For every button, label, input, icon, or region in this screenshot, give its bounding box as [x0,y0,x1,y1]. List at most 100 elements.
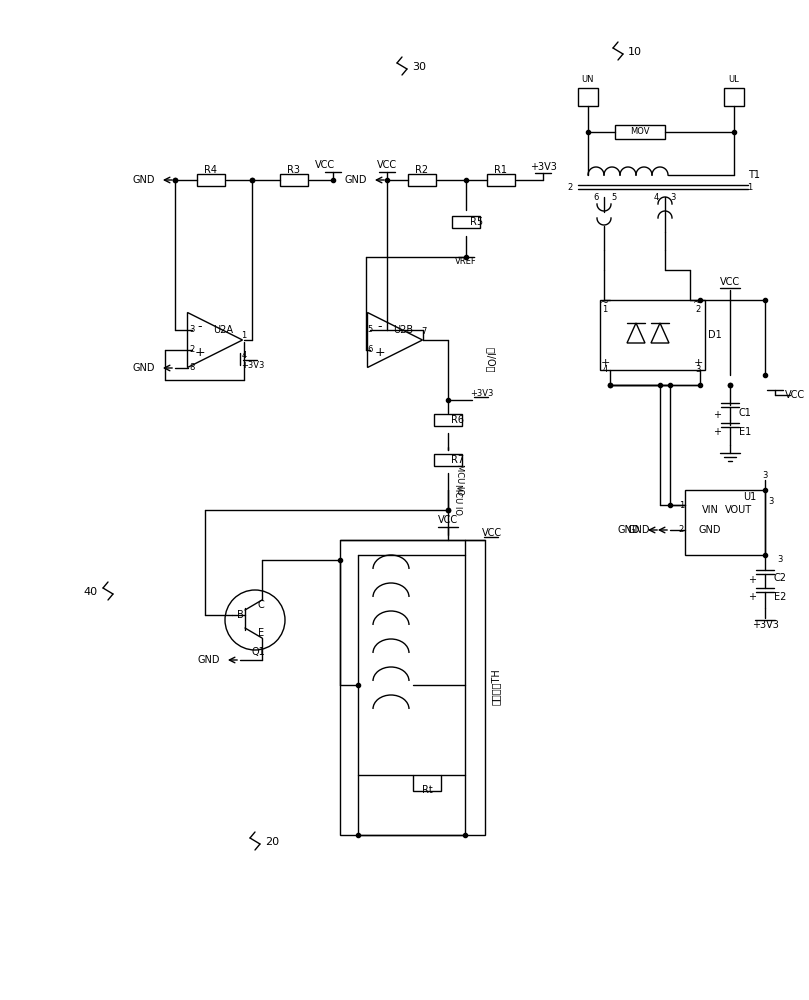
Text: VREF: VREF [455,257,477,266]
Text: R2: R2 [416,165,429,175]
Bar [434,414,462,426]
Bar [413,775,441,791]
Text: R6: R6 [451,415,464,425]
Bar [578,88,598,106]
Text: VCC: VCC [482,528,502,538]
Text: +3V3: +3V3 [530,162,557,172]
Text: MCU IO: MCU IO [454,485,463,516]
Text: +: + [713,427,721,437]
Text: VCC: VCC [438,515,458,525]
Text: 4: 4 [654,192,659,202]
Text: E1: E1 [739,427,751,437]
Text: E: E [258,628,264,638]
Text: C: C [257,600,265,610]
Text: 3: 3 [769,497,773,506]
Text: +: + [194,347,205,360]
Bar [340,540,485,835]
Text: 20: 20 [265,837,279,847]
Text: 1: 1 [241,330,247,340]
Text: 4: 4 [603,365,608,374]
Text: GND: GND [197,655,220,665]
Text: -: - [377,320,382,334]
Text: 40: 40 [84,587,98,597]
Bar [685,490,765,555]
Text: VCC: VCC [785,390,805,400]
Text: 5: 5 [612,192,616,202]
Text: ~: ~ [693,298,703,308]
Text: VCC: VCC [720,277,740,287]
Bar [408,174,436,186]
Text: GND: GND [133,175,155,185]
Text: 3: 3 [777,556,782,564]
Bar [724,88,744,106]
Text: R5: R5 [471,217,484,227]
Text: 7: 7 [421,328,426,336]
Text: 6: 6 [593,192,599,202]
Text: MOV: MOV [630,127,650,136]
Text: 3: 3 [695,365,701,374]
Text: 3: 3 [762,471,768,480]
Bar [434,454,462,466]
Text: 10: 10 [628,47,642,57]
Text: R4: R4 [205,165,218,175]
Text: +: + [748,575,756,585]
Text: 4: 4 [241,351,247,360]
Text: 2: 2 [567,182,573,192]
Text: 3: 3 [189,326,195,334]
Text: C2: C2 [773,573,786,583]
Text: GND: GND [699,525,722,535]
Text: 6: 6 [367,346,373,355]
Text: +: + [600,358,610,368]
Text: T1: T1 [748,170,760,180]
Text: C1: C1 [739,408,752,418]
Text: VCC: VCC [315,160,335,170]
Text: U2A: U2A [213,325,233,335]
Text: VOUT: VOUT [724,505,752,515]
Text: Rt: Rt [421,785,432,795]
Bar [280,174,308,186]
Text: +: + [375,347,385,360]
Text: 加热贴片TH: 加热贴片TH [491,669,501,705]
Text: GND: GND [617,525,640,535]
Bar [487,174,515,186]
Text: +: + [748,592,756,602]
Text: GND: GND [133,363,155,373]
Text: 口I/O口: 口I/O口 [485,347,495,373]
Text: +: + [693,358,703,368]
Text: R1: R1 [494,165,507,175]
Text: UN: UN [582,76,595,85]
Text: +3V3: +3V3 [752,620,778,630]
Text: -: - [197,320,201,334]
Text: ~: ~ [600,298,610,308]
Text: 2: 2 [696,306,701,314]
Text: VIN: VIN [701,505,718,515]
Text: MCU IO: MCU IO [455,464,464,495]
Bar [615,125,665,139]
Text: 3: 3 [671,192,676,202]
Text: D1: D1 [708,330,722,340]
Text: B: B [236,610,244,620]
Bar [600,300,705,370]
Text: 30: 30 [412,62,426,72]
Text: VCC: VCC [377,160,397,170]
Text: 5: 5 [367,326,373,334]
Text: 2: 2 [189,346,195,355]
Text: 8: 8 [189,363,195,372]
Text: UL: UL [729,76,739,85]
Text: 2: 2 [679,526,684,534]
Bar [452,216,480,228]
Text: R3: R3 [287,165,300,175]
Text: +3V3: +3V3 [241,360,265,369]
Text: 1: 1 [679,500,684,510]
Text: Q1: Q1 [251,647,265,657]
Text: 1: 1 [748,182,752,192]
Text: +: + [713,410,721,420]
Text: E2: E2 [774,592,786,602]
Text: GND: GND [628,525,650,535]
Text: U1: U1 [743,492,756,502]
Text: U2B: U2B [393,325,413,335]
Bar [197,174,225,186]
Text: GND: GND [345,175,367,185]
Text: 1: 1 [603,306,608,314]
Text: R7: R7 [451,455,464,465]
